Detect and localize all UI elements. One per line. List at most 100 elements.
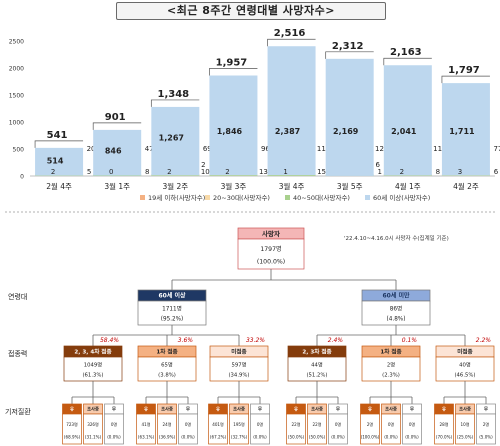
disease-node-2-0: 유 401명 (67.2%) (208, 403, 228, 445)
disease-node-0-2-pct: (0.0%) (107, 435, 121, 440)
disease-node-0-0-body (62, 413, 82, 445)
total-bracket (209, 68, 258, 76)
disease-node-0-2: 무 0명 (0.0%) (104, 403, 124, 445)
series-60plus-label: 2,041 (391, 127, 417, 136)
category-label: 2월 4주 (46, 181, 72, 191)
disease-node-4-0-count: 2명 (367, 421, 374, 427)
disease-node-4-1-body (381, 413, 401, 445)
disease-node-4-0-title: 유 (368, 406, 372, 413)
total-bracket (325, 51, 374, 59)
side-top-label: 96 (261, 145, 270, 153)
disease-node-1-0-title: 유 (144, 406, 148, 413)
disease-node-0-1: 조사중 326명 (31.1%) (83, 403, 103, 445)
disease-node-0-0-count: 723명 (66, 421, 78, 427)
disease-node-1-2: 무 0명 (0.0%) (178, 403, 198, 445)
vaccine-node-2: 미접종 597명 (34.9%) (209, 345, 269, 382)
series-40-50-label: 13 (259, 168, 268, 176)
y-tick-label: 500 (13, 147, 25, 154)
legend-swatch (205, 195, 210, 200)
total-bracket (150, 99, 200, 107)
age-node-0-title: 60세 이상 (159, 292, 186, 300)
disease-node-2-0-count: 401명 (212, 421, 224, 427)
disease-node-2-0-pct: (67.2%) (210, 435, 227, 440)
total-bracket (267, 38, 316, 47)
vaccine-node-5-body (435, 356, 495, 382)
series-40-50-label: 6 (494, 168, 499, 176)
disease-node-2-2-count: 0명 (257, 421, 264, 427)
bar-segment (383, 65, 432, 176)
age-node-1-body (361, 300, 431, 326)
root-node-pct: (100.0%) (257, 259, 285, 266)
vaccine-node-5-pct: (46.5%) (454, 373, 475, 379)
total-label: 901 (105, 112, 126, 123)
bar-segment (267, 174, 316, 176)
disease-node-2-1-count: 195명 (233, 421, 245, 427)
legend-label: 60세 이상(사망자수) (373, 193, 430, 202)
row-label-vaccine: 접종력 (8, 350, 27, 358)
disease-node-5-2-count: 2명 (483, 421, 490, 427)
disease-node-3-1-pct: (50.0%) (309, 435, 326, 440)
vaccine-node-5-title: 미접종 (457, 348, 472, 356)
disease-node-4-1-count: 0명 (388, 421, 395, 427)
bar-segment (209, 75, 258, 176)
age-node-1-title: 60세 미만 (383, 292, 410, 300)
vaccine-node-5-count: 40명 (459, 362, 471, 369)
y-tick-label: 0 (20, 174, 24, 181)
vaccine-node-1-pct: (3.8%) (158, 373, 176, 379)
disease-node-1-0-pct: (63.1%) (138, 435, 155, 440)
vaccine-node-0: 2, 3, 4차 접종 1049명 (61.3%) (63, 345, 123, 382)
series-20-30-label: 2 (167, 168, 171, 176)
legend-swatch (365, 195, 370, 200)
side-bottom-label: 2 (201, 161, 205, 169)
vaccine-node-4: 1차 접종 2명 (2.3%) (361, 345, 421, 382)
disease-node-4-2: 무 0명 (0.0%) (402, 403, 422, 445)
series-40-50-label: 1 (377, 168, 381, 176)
series-20-30-label: 0 (109, 168, 113, 176)
series-60plus-label: 514 (47, 156, 64, 165)
total-label: 1,348 (157, 89, 189, 100)
disease-node-5-1: 조사중 10명 (25.0%) (455, 403, 475, 445)
side-top-label: 112 (433, 145, 446, 153)
disease-node-5-0-body (434, 413, 454, 445)
legend-swatch (285, 195, 290, 200)
bar-segment (151, 106, 200, 176)
vaccine-node-0-count: 1049명 (84, 362, 103, 369)
disease-node-3-0: 유 22명 (50.0%) (286, 403, 306, 445)
disease-node-5-1-pct: (25.0%) (457, 435, 474, 440)
disease-node-0-0: 유 723명 (68.9%) (62, 403, 82, 445)
series-40-50-label: 15 (317, 168, 326, 176)
vaccine-node-0-body (63, 356, 123, 382)
age-node-0-pct: (95.2%) (161, 317, 184, 323)
disease-node-5-1-count: 10명 (461, 421, 470, 427)
disease-node-2-2: 무 0명 (0.0%) (250, 403, 270, 445)
vaccine-node-0-title: 2, 3, 4차 접종 (74, 348, 111, 356)
side-bottom-label: 6 (375, 161, 380, 169)
total-label: 1,957 (216, 58, 248, 69)
bar-segment (267, 46, 316, 176)
bar-segment (325, 58, 374, 176)
vaccine-rate: 33.2% (246, 337, 265, 344)
disease-node-0-0-pct: (68.9%) (64, 435, 81, 440)
disease-node-1-2-count: 0명 (185, 421, 192, 427)
disease-node-1-1-title: 조사중 (161, 406, 173, 413)
disease-node-3-1: 조사중 22명 (50.0%) (307, 403, 327, 445)
vaccine-node-1-title: 1차 접종 (156, 348, 177, 356)
disease-node-0-1-title: 조사중 (87, 406, 99, 413)
disease-node-5-1-body (455, 413, 475, 445)
category-label: 3월 1주 (104, 181, 130, 191)
vaccine-node-1: 1차 접종 65명 (3.8%) (137, 345, 197, 382)
vaccine-rate: 0.1% (402, 337, 418, 344)
series-20-30-label: 2 (51, 168, 55, 176)
row-label-age: 연령대 (8, 293, 27, 301)
vaccine-node-3-title: 2, 3차 접종 (302, 348, 331, 356)
series-20-30-label: 2 (225, 168, 229, 176)
tree-note: '22.4.10~4.16.0시 사망자 수(집계일 기준) (344, 234, 449, 242)
disease-node-3-1-title: 조사중 (311, 406, 323, 413)
vaccine-node-3-count: 44명 (311, 362, 323, 369)
series-60plus-label: 2,387 (275, 127, 300, 136)
bar-segment (93, 129, 142, 176)
vaccine-node-2-pct: (34.9%) (228, 373, 249, 379)
disease-node-5-0-title: 유 (442, 406, 446, 413)
total-label: 2,163 (390, 47, 422, 58)
